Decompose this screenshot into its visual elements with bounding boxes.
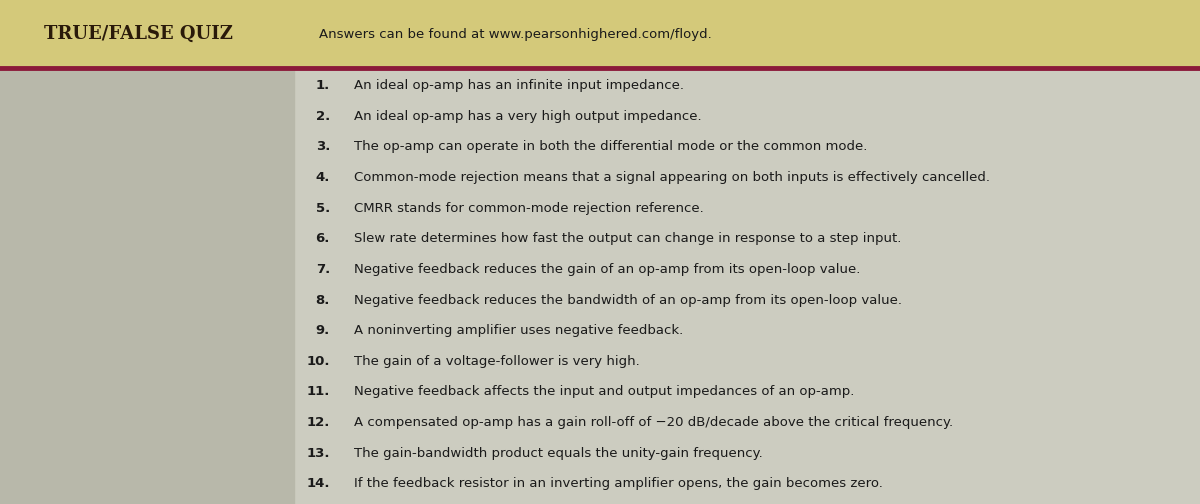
Text: 14.: 14. — [306, 477, 330, 490]
Text: The gain of a voltage-follower is very high.: The gain of a voltage-follower is very h… — [354, 355, 640, 368]
Text: 12.: 12. — [307, 416, 330, 429]
Text: Negative feedback affects the input and output impedances of an op-amp.: Negative feedback affects the input and … — [354, 386, 854, 399]
Text: 11.: 11. — [307, 386, 330, 399]
Text: Common-mode rejection means that a signal appearing on both inputs is effectivel: Common-mode rejection means that a signa… — [354, 171, 990, 184]
Text: 9.: 9. — [316, 324, 330, 337]
Text: Negative feedback reduces the gain of an op-amp from its open-loop value.: Negative feedback reduces the gain of an… — [354, 263, 860, 276]
Text: 3.: 3. — [316, 141, 330, 153]
Text: 10.: 10. — [306, 355, 330, 368]
Bar — [0, 68, 294, 504]
Text: A compensated op-amp has a gain roll-off of −20 dB/decade above the critical fre: A compensated op-amp has a gain roll-off… — [354, 416, 953, 429]
Text: TRUE/FALSE QUIZ: TRUE/FALSE QUIZ — [44, 25, 233, 43]
Text: If the feedback resistor in an inverting amplifier opens, the gain becomes zero.: If the feedback resistor in an inverting… — [354, 477, 883, 490]
Text: 6.: 6. — [316, 232, 330, 245]
Text: The gain-bandwidth product equals the unity-gain frequency.: The gain-bandwidth product equals the un… — [354, 447, 763, 460]
Text: CMRR stands for common-mode rejection reference.: CMRR stands for common-mode rejection re… — [354, 202, 703, 215]
Text: 4.: 4. — [316, 171, 330, 184]
Text: 8.: 8. — [316, 293, 330, 306]
Text: An ideal op-amp has a very high output impedance.: An ideal op-amp has a very high output i… — [354, 110, 702, 123]
Text: Answers can be found at www.pearsonhighered.com/floyd.: Answers can be found at www.pearsonhighe… — [319, 28, 712, 40]
Text: 1.: 1. — [316, 79, 330, 92]
Text: Slew rate determines how fast the output can change in response to a step input.: Slew rate determines how fast the output… — [354, 232, 901, 245]
Text: A noninverting amplifier uses negative feedback.: A noninverting amplifier uses negative f… — [354, 324, 683, 337]
Text: 13.: 13. — [306, 447, 330, 460]
Text: The op-amp can operate in both the differential mode or the common mode.: The op-amp can operate in both the diffe… — [354, 141, 868, 153]
Text: 7.: 7. — [316, 263, 330, 276]
Text: An ideal op-amp has an infinite input impedance.: An ideal op-amp has an infinite input im… — [354, 79, 684, 92]
Text: 2.: 2. — [316, 110, 330, 123]
Text: Negative feedback reduces the bandwidth of an op-amp from its open-loop value.: Negative feedback reduces the bandwidth … — [354, 293, 902, 306]
Text: 5.: 5. — [316, 202, 330, 215]
Bar — [0, 0, 1200, 68]
